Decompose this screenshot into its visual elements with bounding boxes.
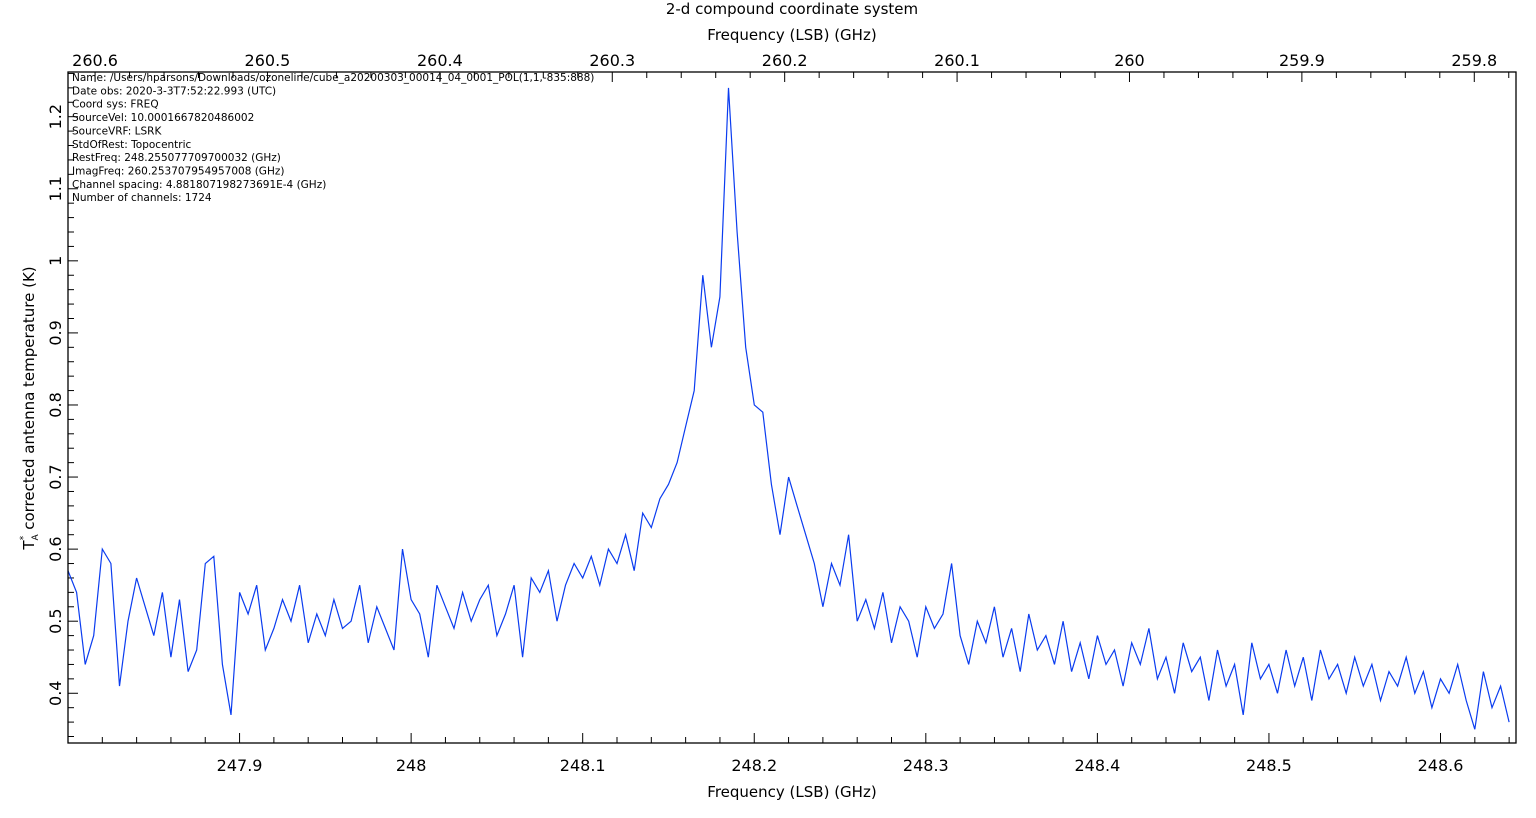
top-x-axis-title: Frequency (LSB) (GHz) xyxy=(707,26,876,44)
x2-tick-label: 259.8 xyxy=(1451,51,1497,70)
x2-tick-label: 260.2 xyxy=(762,51,808,70)
y-axis-symbol: T xyxy=(20,540,38,551)
x-tick-label: 248.3 xyxy=(903,756,949,775)
x-tick-label: 248.2 xyxy=(731,756,777,775)
x-tick-label: 248 xyxy=(396,756,427,775)
y-tick-label: 0.5 xyxy=(46,608,65,633)
y-tick-label: 1.1 xyxy=(46,176,65,201)
y-tick-label: 0.9 xyxy=(46,320,65,345)
chart-title: 2-d compound coordinate system xyxy=(666,0,918,18)
axis-ticks xyxy=(67,72,1510,743)
info-line: Channel spacing: 4.881807198273691E-4 (G… xyxy=(72,179,326,191)
svg-text:TA*corrected antenna temperatu: TA* corrected antenna temperature (K) xyxy=(19,266,41,550)
x2-tick-label: 260 xyxy=(1114,51,1145,70)
y-tick-label: 0.6 xyxy=(46,536,65,561)
x2-tick-label: 260.3 xyxy=(589,51,635,70)
x-tick-label: 247.9 xyxy=(217,756,263,775)
y-axis-title: TA* corrected antenna temperature (K) xyxy=(19,266,41,550)
info-line: RestFreq: 248.255077709700032 (GHz) xyxy=(72,152,281,164)
y-axis-subscript: A xyxy=(31,533,41,540)
y-axis-superscript: * xyxy=(19,535,29,540)
y-tick-label: 0.7 xyxy=(46,464,65,489)
x-tick-label: 248.6 xyxy=(1418,756,1464,775)
info-line: Name: /Users/hparsons/Downloads/ozonelin… xyxy=(72,72,594,84)
x2-tick-label: 260.6 xyxy=(72,51,118,70)
plot-frame xyxy=(67,71,1517,744)
info-annotations: Name: /Users/hparsons/Downloads/ozonelin… xyxy=(72,72,594,204)
info-line: ImagFreq: 260.253707954957008 (GHz) xyxy=(72,165,284,177)
info-line: Number of channels: 1724 xyxy=(72,192,212,204)
info-line: Date obs: 2020-3-3T7:52:22.993 (UTC) xyxy=(72,85,276,97)
info-line: Coord sys: FREQ xyxy=(72,99,159,111)
spectrum-line xyxy=(68,87,1510,730)
x2-tick-label: 260.1 xyxy=(934,51,980,70)
y-tick-label: 1 xyxy=(46,256,65,266)
x2-tick-label: 260.4 xyxy=(417,51,463,70)
x2-tick-label: 260.5 xyxy=(245,51,291,70)
y-tick-label: 1.2 xyxy=(46,104,65,129)
x2-tick-label: 259.9 xyxy=(1279,51,1325,70)
x-tick-label: 248.5 xyxy=(1246,756,1292,775)
y-tick-label: 0.8 xyxy=(46,392,65,417)
info-line: SourceVel: 10.0001667820486002 xyxy=(72,112,254,124)
x-tick-label: 248.4 xyxy=(1074,756,1120,775)
info-line: SourceVRF: LSRK xyxy=(72,125,162,137)
tick-labels: 247.9 248 248.1 248.2 248.3 248.4 248.5 248.6 26… xyxy=(46,51,1497,775)
bottom-x-axis-title: Frequency (LSB) (GHz) xyxy=(707,783,876,801)
y-axis-label-text: corrected antenna temperature (K) xyxy=(20,266,38,529)
y-tick-label: 0.4 xyxy=(46,681,65,706)
info-line: StdOfRest: Topocentric xyxy=(72,139,192,151)
x-tick-label: 248.1 xyxy=(560,756,606,775)
